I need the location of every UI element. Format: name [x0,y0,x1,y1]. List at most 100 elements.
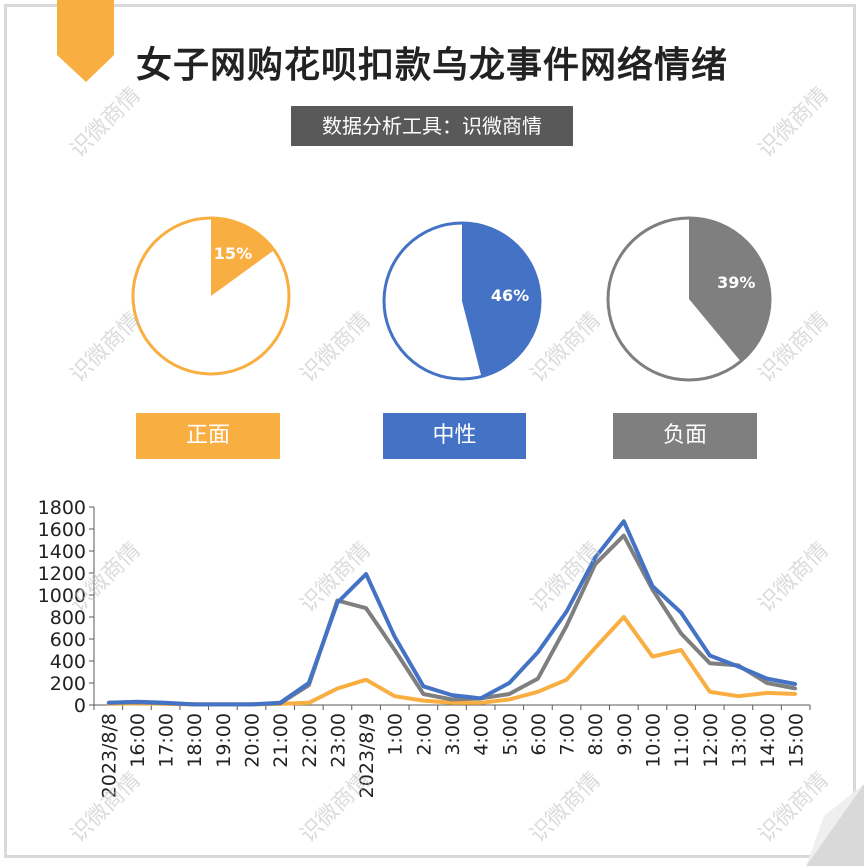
y-tick-label: 800 [50,607,86,629]
x-tick-label: 20:00 [242,713,264,768]
data-point-positive [794,692,798,696]
x-tick-label: 2:00 [413,713,435,756]
data-point-neutral [135,700,139,704]
data-point-neutral [507,681,511,685]
data-point-negative [393,648,397,652]
y-tick-label: 0 [74,695,86,717]
data-point-neutral [335,601,339,605]
y-tick-label: 400 [50,651,86,673]
x-tick-label: 13:00 [728,713,750,768]
pie-percent-label-negative: 39% [717,273,755,292]
corner-bookmark-icon [57,0,114,82]
x-tick-label: 7:00 [557,713,579,756]
data-point-neutral [421,684,425,688]
data-point-positive [364,678,368,682]
data-point-positive [393,694,397,698]
x-tick-label: 23:00 [327,713,349,768]
x-tick-label: 11:00 [671,713,693,768]
data-point-negative [421,692,425,696]
x-tick-label: 12:00 [700,713,722,768]
x-tick-label: 8:00 [585,713,607,756]
x-tick-label: 2023/8/9 [356,713,378,798]
x-tick-label: 18:00 [184,713,206,768]
data-point-neutral [565,610,569,613]
pie-negative: 39% [606,216,772,382]
data-point-positive [335,687,339,690]
series-line-negative [108,533,797,707]
data-point-positive [593,646,597,650]
data-point-neutral [192,702,196,706]
data-point-neutral [593,556,597,560]
x-tick-label: 3:00 [442,713,464,756]
x-tick-label: 22:00 [299,713,321,768]
pie-slice-neutral [462,223,541,377]
pie-percent-label-positive: 15% [214,244,252,263]
x-tick-label: 2023/8/8 [98,713,120,798]
pie-positive: 15% [131,216,291,376]
x-tick-label: 14:00 [757,713,779,768]
data-point-positive [622,615,626,619]
data-point-negative [708,661,712,665]
data-point-positive [450,701,454,705]
data-point-negative [450,698,454,701]
data-point-neutral [679,611,683,615]
data-point-positive [536,690,540,694]
data-point-negative [794,687,798,690]
data-point-positive [307,701,311,705]
data-point-positive [650,655,654,659]
data-point-negative [593,562,597,566]
data-point-neutral [622,519,626,523]
page-curl-decoration [806,784,864,866]
x-tick-label: 5:00 [499,713,521,756]
data-point-positive [421,699,425,703]
data-point-neutral [364,572,368,576]
x-tick-label: 9:00 [614,713,636,756]
data-point-neutral [708,654,712,657]
y-tick-label: 1600 [38,519,86,541]
data-point-positive [679,648,683,652]
data-point-positive [565,678,569,682]
data-point-neutral [450,693,454,697]
data-point-negative [765,681,769,685]
pie-slice-negative [689,218,770,362]
data-point-positive [479,701,483,705]
subtitle-banner: 数据分析工具：识微商情 [291,106,573,146]
data-point-negative [565,624,569,628]
data-point-neutral [536,650,540,654]
x-tick-label: 1:00 [385,713,407,756]
y-tick-label: 1400 [38,541,86,563]
series-line-neutral [108,519,797,707]
data-point-neutral [736,665,740,668]
legend-negative: 负面 [613,413,757,459]
legend-positive: 正面 [136,413,280,459]
data-point-neutral [250,702,254,706]
data-point-neutral [765,677,769,681]
data-point-neutral [307,681,311,685]
data-point-positive [765,691,769,695]
x-tick-label: 15:00 [786,713,808,768]
x-tick-label: 19:00 [213,713,235,768]
data-point-negative [364,606,368,610]
page-title: 女子网购花呗扣款乌龙事件网络情绪 [135,45,728,86]
y-tick-label: 600 [50,629,86,651]
data-point-neutral [650,584,654,588]
y-tick-label: 200 [50,673,86,695]
data-point-neutral [221,702,225,706]
x-tick-label: 10:00 [642,713,664,768]
legend-neutral: 中性 [383,413,526,459]
data-point-positive [736,694,740,698]
data-point-neutral [794,682,798,686]
x-tick-label: 17:00 [156,713,178,768]
data-point-neutral [393,635,397,639]
data-point-negative [622,534,626,538]
x-tick-label: 16:00 [127,713,149,768]
data-point-neutral [278,701,282,705]
data-point-positive [507,698,511,701]
x-tick-label: 4:00 [471,713,493,756]
data-point-neutral [106,701,110,705]
y-tick-label: 1200 [38,563,86,585]
data-point-negative [507,692,511,696]
data-point-neutral [479,696,483,700]
data-point-negative [679,632,683,635]
